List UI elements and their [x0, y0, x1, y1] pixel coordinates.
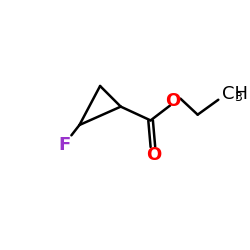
Text: CH: CH — [222, 85, 248, 103]
Text: O: O — [165, 92, 180, 110]
Text: F: F — [58, 136, 71, 154]
Text: 3: 3 — [234, 91, 241, 104]
Text: O: O — [146, 146, 162, 164]
